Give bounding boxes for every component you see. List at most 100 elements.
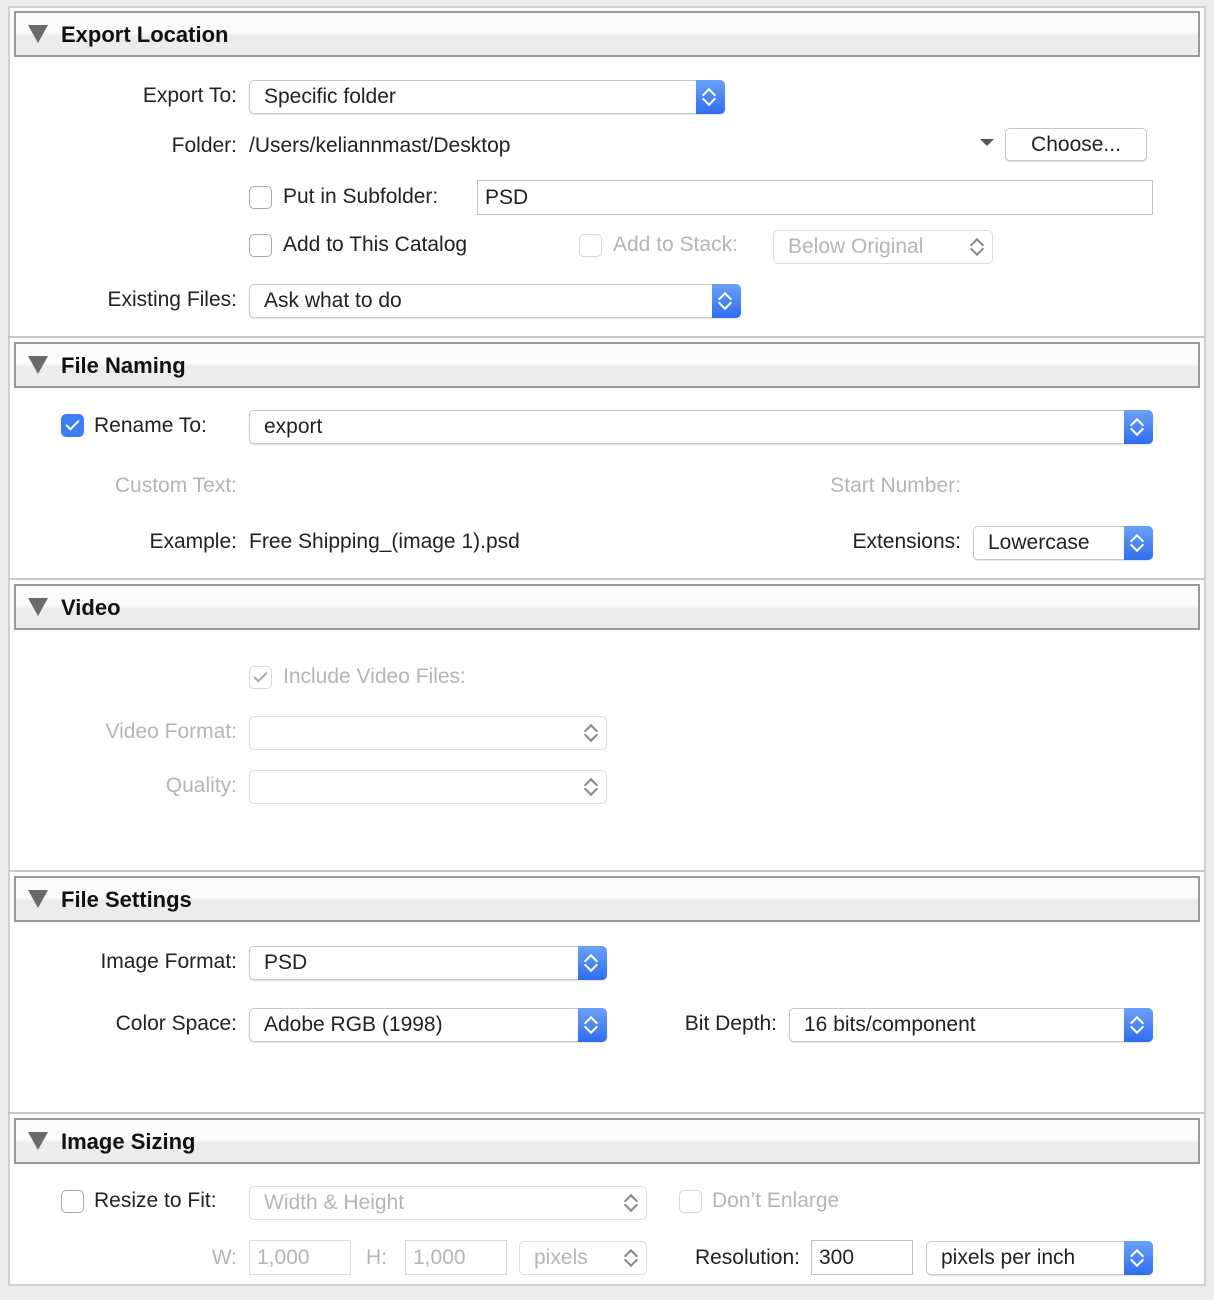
disclosure-triangle-icon[interactable] — [28, 890, 48, 908]
existing-files-label: Existing Files: — [107, 288, 237, 311]
select-value: export — [264, 415, 323, 438]
divider — [8, 1112, 1206, 1114]
color-space-select[interactable]: Adobe RGB (1998) — [249, 1008, 607, 1042]
resize-to-fit-label: Resize to Fit: — [94, 1189, 217, 1212]
section-header-export-location[interactable]: Export Location — [14, 11, 1200, 57]
input-value: PSD — [485, 186, 529, 209]
section-title: File Naming — [61, 353, 186, 378]
folder-label: Folder: — [171, 134, 237, 157]
disclosure-triangle-icon[interactable] — [28, 25, 48, 43]
section-header-file-settings[interactable]: File Settings — [14, 876, 1200, 922]
checkmark-icon — [65, 416, 80, 431]
input-value: 300 — [819, 1246, 855, 1269]
example-filename: Free Shipping_(image 1).psd — [249, 530, 520, 553]
stepper-icon — [578, 716, 607, 750]
select-value: Below Original — [788, 235, 924, 258]
bit-depth-label: Bit Depth: — [684, 1012, 777, 1035]
stepper-icon — [1124, 526, 1153, 560]
start-number-label: Start Number: — [830, 474, 961, 497]
divider — [8, 336, 1206, 338]
select-value: PSD — [264, 951, 308, 974]
add-to-stack-label: Add to Stack: — [613, 233, 738, 256]
resolution-label: Resolution: — [694, 1246, 800, 1269]
section-title: Image Sizing — [61, 1129, 196, 1154]
folder-path: /Users/keliannmast/Desktop — [249, 134, 511, 157]
select-value: Width & Height — [264, 1191, 405, 1214]
stack-position-select[interactable]: Below Original — [773, 230, 993, 264]
stepper-icon — [618, 1186, 647, 1220]
select-value: pixels per inch — [941, 1246, 1076, 1269]
input-value: 1,000 — [413, 1246, 466, 1269]
export-to-select[interactable]: Specific folder — [249, 80, 725, 114]
dont-enlarge-checkbox[interactable] — [679, 1190, 702, 1213]
width-label: W: — [211, 1246, 237, 1269]
disclosure-triangle-icon[interactable] — [28, 356, 48, 374]
resolution-input[interactable]: 300 — [811, 1240, 913, 1275]
subfolder-input[interactable]: PSD — [477, 180, 1153, 215]
section-header-file-naming[interactable]: File Naming — [14, 342, 1200, 388]
select-value: Adobe RGB (1998) — [264, 1013, 443, 1036]
export-to-label: Export To: — [142, 84, 237, 107]
section-title: Export Location — [61, 22, 229, 47]
recent-folders-dropdown-icon[interactable] — [980, 139, 994, 146]
stepper-icon — [964, 230, 993, 264]
input-value: 1,000 — [257, 1246, 310, 1269]
bit-depth-select[interactable]: 16 bits/component — [789, 1008, 1153, 1042]
stepper-icon — [578, 946, 607, 980]
select-value: Specific folder — [264, 85, 396, 108]
dont-enlarge-label: Don’t Enlarge — [712, 1189, 840, 1212]
resize-to-fit-checkbox[interactable] — [61, 1190, 84, 1213]
checkmark-icon — [253, 668, 268, 683]
height-label: H: — [366, 1246, 387, 1269]
select-value: Ask what to do — [264, 289, 402, 312]
stepper-icon — [618, 1241, 647, 1275]
select-value: 16 bits/component — [804, 1013, 976, 1036]
stepper-icon — [712, 284, 741, 318]
size-unit-select[interactable]: pixels — [519, 1241, 647, 1275]
section-header-image-sizing[interactable]: Image Sizing — [14, 1118, 1200, 1164]
height-input[interactable]: 1,000 — [405, 1240, 507, 1275]
stepper-icon — [578, 1008, 607, 1042]
quality-label: Quality: — [165, 774, 237, 797]
choose-button[interactable]: Choose... — [1005, 128, 1147, 161]
disclosure-triangle-icon[interactable] — [28, 598, 48, 616]
subfolder-checkbox[interactable] — [249, 186, 272, 209]
stepper-icon — [696, 80, 725, 114]
disclosure-triangle-icon[interactable] — [28, 1132, 48, 1150]
resolution-unit-select[interactable]: pixels per inch — [926, 1241, 1153, 1275]
add-to-stack-checkbox[interactable] — [579, 234, 602, 257]
color-space-label: Color Space: — [115, 1012, 237, 1035]
section-header-video[interactable]: Video — [14, 584, 1200, 630]
stepper-icon — [1124, 1241, 1153, 1275]
section-title: File Settings — [61, 887, 192, 912]
example-label: Example: — [149, 530, 237, 553]
divider — [8, 870, 1206, 872]
existing-files-select[interactable]: Ask what to do — [249, 284, 741, 318]
stepper-icon — [1124, 1008, 1153, 1042]
section-title: Video — [61, 595, 121, 620]
extensions-select[interactable]: Lowercase — [973, 526, 1153, 560]
stepper-icon — [1124, 410, 1153, 444]
extensions-label: Extensions: — [852, 530, 961, 553]
select-value: pixels — [534, 1246, 588, 1269]
video-format-select[interactable] — [249, 716, 607, 750]
video-quality-select[interactable] — [249, 770, 607, 804]
rename-template-select[interactable]: export — [249, 410, 1153, 444]
add-to-catalog-checkbox[interactable] — [249, 234, 272, 257]
subfolder-label: Put in Subfolder: — [283, 185, 439, 208]
export-dialog-panel — [8, 6, 1206, 1286]
rename-checkbox[interactable] — [61, 414, 84, 437]
video-format-label: Video Format: — [105, 720, 237, 743]
include-video-label: Include Video Files: — [283, 665, 466, 688]
select-value: Lowercase — [988, 531, 1090, 554]
image-format-select[interactable]: PSD — [249, 946, 607, 980]
divider — [8, 578, 1206, 580]
rename-label: Rename To: — [94, 414, 207, 437]
include-video-checkbox[interactable] — [249, 666, 272, 689]
image-format-label: Image Format: — [100, 950, 237, 973]
width-input[interactable]: 1,000 — [249, 1240, 351, 1275]
stepper-icon — [578, 770, 607, 804]
custom-text-label: Custom Text: — [114, 474, 237, 497]
add-to-catalog-label: Add to This Catalog — [283, 233, 468, 256]
resize-mode-select[interactable]: Width & Height — [249, 1186, 647, 1220]
